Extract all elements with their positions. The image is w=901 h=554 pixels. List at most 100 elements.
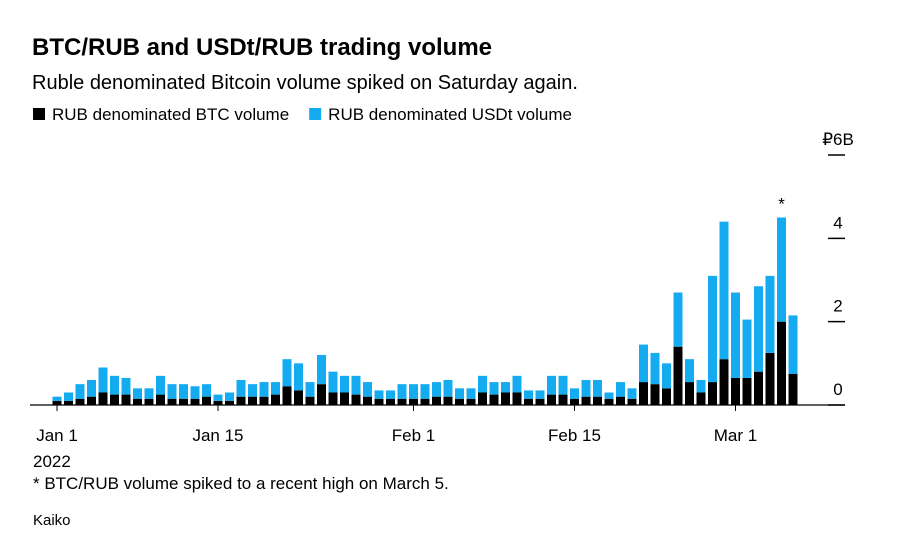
bar-segment: [397, 398, 407, 405]
bar-segment: [765, 352, 775, 405]
bar-segment: [547, 394, 556, 405]
x-tick-label: Jan 15: [192, 426, 243, 445]
bar-segment: [87, 380, 96, 397]
bar-segment: [52, 396, 62, 401]
bar-segment: [443, 396, 453, 405]
bar-segment: [167, 398, 177, 405]
x-tick-label: Feb 15: [548, 426, 601, 445]
bar-segment: [75, 384, 85, 399]
bar-segment: [259, 382, 269, 397]
bar-segment: [478, 392, 487, 405]
bar-segment: [340, 375, 349, 393]
bar-segment: [547, 375, 556, 395]
bar-segment: [121, 377, 131, 395]
bar-segment: [627, 388, 637, 399]
bar-segment: [466, 398, 476, 405]
bar-segment: [455, 388, 464, 399]
bar-segment: [535, 390, 545, 399]
bar-segment: [650, 352, 660, 385]
bar-segment: [581, 380, 591, 397]
bar-segment: [639, 344, 648, 383]
bar-segment: [524, 390, 533, 399]
bar-segment: [363, 396, 372, 405]
bar-segment: [777, 321, 786, 405]
bar-segment: [696, 392, 706, 405]
bar-segment: [259, 396, 269, 405]
bar-segment: [294, 363, 303, 391]
bar-segment: [190, 398, 200, 405]
bar-segment: [420, 398, 430, 405]
chart-subtitle: Ruble denominated Bitcoin volume spiked …: [32, 72, 578, 94]
bar-segment: [754, 286, 763, 372]
y-tick-label: ₽6B: [822, 130, 854, 149]
bar-segment: [650, 384, 660, 405]
bar-segment: [719, 359, 729, 405]
x-tick-label: Feb 1: [392, 426, 435, 445]
bar-segment: [731, 377, 740, 405]
bar-segment: [443, 380, 453, 397]
bar-segment: [765, 275, 775, 353]
bar-segment: [662, 363, 671, 389]
bar-segment: [133, 388, 142, 399]
source: Kaiko: [33, 512, 71, 529]
bar-segment: [213, 394, 223, 401]
bar-segment: [558, 375, 568, 395]
bar-segment: [374, 390, 384, 399]
bar-segment: [213, 400, 223, 405]
bar-segment: [110, 394, 119, 405]
bar-segment: [294, 390, 303, 405]
bar-segment: [248, 384, 257, 397]
bar-segment: [604, 392, 614, 399]
bar-segment: [742, 377, 752, 405]
x-tick-label: Mar 1: [714, 426, 757, 445]
bar-segment: [202, 384, 211, 397]
x-tick-label: Jan 1: [36, 426, 78, 445]
bar-segment: [317, 384, 326, 405]
bar-segment: [225, 392, 234, 401]
footnote: * BTC/RUB volume spiked to a recent high…: [33, 474, 449, 493]
bar-segment: [282, 359, 292, 387]
bar-segment: [708, 382, 717, 405]
bar-segment: [156, 375, 165, 395]
bar-segment: [501, 382, 510, 393]
bar-segment: [351, 375, 361, 395]
bar-segment: [386, 390, 395, 399]
bar-segment: [179, 398, 188, 405]
bar-segment: [719, 221, 729, 360]
y-tick-label: 4: [833, 213, 842, 232]
bar-segment: [788, 373, 798, 405]
bar-segment: [98, 367, 108, 393]
bar-segment: [593, 396, 602, 405]
legend-swatch: [33, 108, 45, 120]
bar-segment: [374, 398, 384, 405]
bar-segment: [202, 396, 211, 405]
bar-segment: [570, 398, 579, 405]
bar-segment: [363, 382, 372, 397]
bar-segment: [386, 398, 395, 405]
bar-segment: [639, 382, 648, 405]
x-sublabel: 2022: [33, 452, 71, 471]
bar-segment: [271, 382, 280, 395]
bar-segment: [64, 400, 73, 405]
bar-segment: [788, 315, 798, 374]
bar-segment: [478, 375, 487, 393]
bar-segment: [754, 371, 763, 405]
bar-segment: [662, 388, 671, 405]
bar-segment: [397, 384, 407, 399]
bar-segment: [673, 346, 683, 405]
y-tick-label: 2: [833, 297, 842, 316]
bar-segment: [98, 392, 108, 405]
bar-segment: [627, 398, 637, 405]
bar-segment: [685, 359, 694, 383]
bar-segment: [581, 396, 591, 405]
bar-segment: [432, 396, 441, 405]
bar-segment: [708, 275, 717, 383]
bar-segment: [248, 396, 257, 405]
bar-segment: [144, 398, 154, 405]
bar-segment: [64, 392, 73, 401]
bar-segment: [696, 380, 706, 393]
bar-segment: [570, 388, 579, 399]
legend-label: RUB denominated USDt volume: [328, 105, 572, 124]
bar-segment: [271, 394, 280, 405]
bar-segment: [121, 394, 131, 405]
